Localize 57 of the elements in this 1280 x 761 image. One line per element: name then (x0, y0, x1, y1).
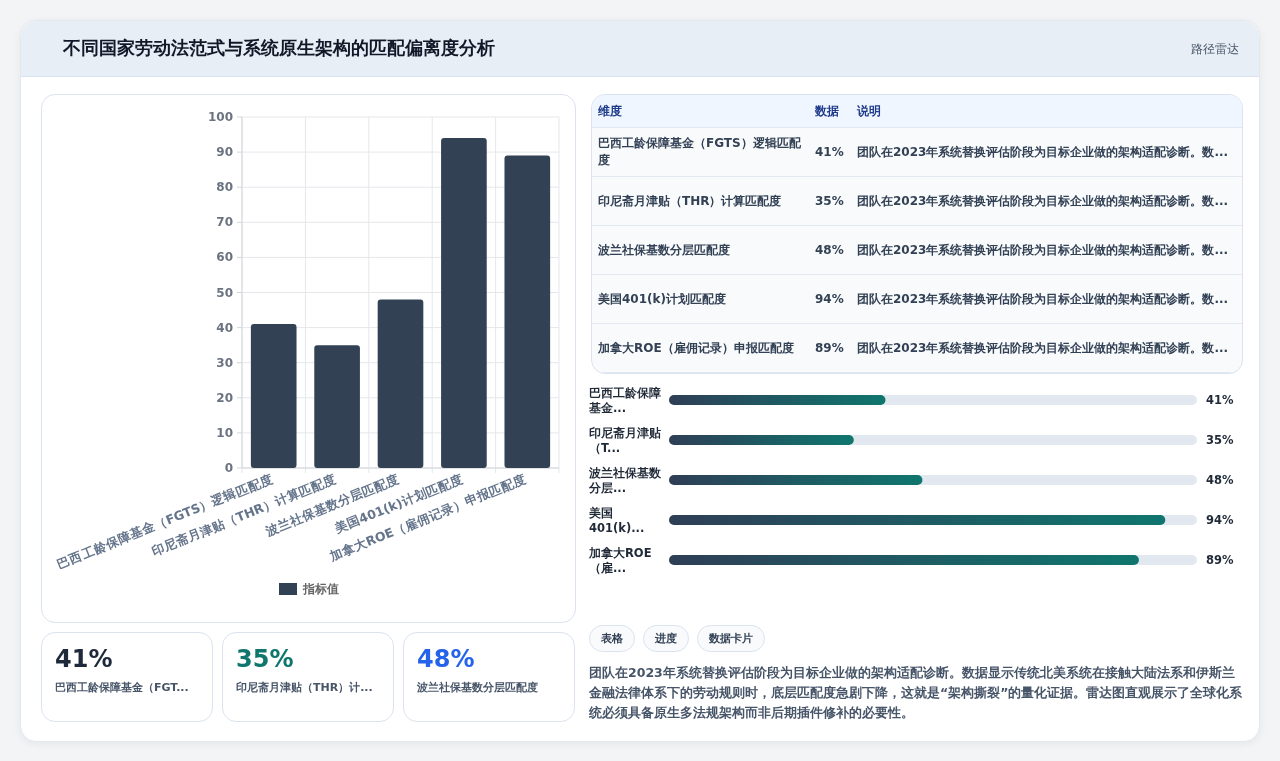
text: 团队在2023年系统替换评估阶段为目标企业做的架构适配诊断。数... (851, 176, 1242, 226)
y-tick-label: 20 (216, 390, 233, 405)
legend-label: 指标值 (302, 582, 339, 596)
text: 团队在2023年系统替换评估阶段为目标企业做的架构适配诊断。数据显示传统北美系统在接触大陆法系和伊斯兰金融法律体系下的劳动规则时，底层匹配度急剧下降，这就是“架构撕裂”的量化证据。雷达图直观展示了全球化系统必须具备原生多法规架构而非后期插件修补的必要性。 (589, 664, 1244, 722)
text: 数据 (809, 95, 851, 128)
text: 路径雷达 (1191, 41, 1239, 58)
category-label: 波兰社保基数分层匹配度 (417, 680, 539, 695)
category-label: 印尼斋月津贴（THR）计算匹配度 (592, 176, 809, 226)
y-tick-label: 波兰社保基数分层... (588, 466, 662, 495)
y-tick-label: 10 (216, 425, 233, 440)
category-label: 波兰社保基数分层匹配度 (592, 225, 809, 275)
y-tick-label: 70 (216, 215, 233, 230)
text: 48% (815, 243, 844, 257)
data-label: 48% (1206, 473, 1234, 487)
y-tick-label: 90 (216, 145, 233, 160)
bar (250, 324, 297, 468)
y-tick-label: 50 (216, 285, 233, 300)
text: 48% (417, 645, 475, 673)
text: 41% (815, 145, 844, 159)
text: 35% (236, 645, 294, 673)
y-tick-label: 30 (216, 355, 233, 370)
text: 41% (55, 645, 113, 673)
text: 89% (815, 341, 844, 355)
category-label: 美国401(k)计划匹配度 (592, 274, 809, 324)
y-tick-label: 印尼斋月津贴（T... (589, 426, 661, 455)
data-label: 35% (1206, 433, 1234, 447)
text: 35% (815, 194, 844, 208)
text: 不同国家劳动法范式与系统原生架构的匹配偏离度分析 (63, 36, 495, 60)
text: 团队在2023年系统替换评估阶段为目标企业做的架构适配诊断。数... (851, 127, 1242, 177)
y-tick-label: 40 (216, 320, 233, 335)
category-label: 巴西工龄保障基金（FGTS）逻辑匹配度 (592, 127, 809, 177)
text: 数据卡片 (697, 625, 765, 652)
bar (441, 138, 487, 468)
text: 团队在2023年系统替换评估阶段为目标企业做的架构适配诊断。数... (851, 274, 1242, 324)
data-label: 94% (1206, 513, 1234, 527)
text: 进度 (643, 625, 689, 652)
bar (504, 155, 551, 468)
text: 表格 (589, 625, 635, 652)
text: 94% (815, 292, 844, 306)
category-label: 加拿大ROE（雇佣记录）申报匹配度 (592, 323, 809, 373)
y-tick-label: 100 (207, 110, 233, 124)
y-tick-label: 美国401(k)... (588, 506, 645, 535)
y-tick-label: 加拿大ROE（雇... (588, 546, 652, 575)
y-tick-label: 0 (224, 461, 233, 475)
y-tick-label: 巴西工龄保障基金... (588, 386, 661, 415)
text: 说明 (851, 95, 1242, 128)
y-tick-label: 80 (216, 180, 233, 195)
text: 团队在2023年系统替换评估阶段为目标企业做的架构适配诊断。数... (851, 323, 1242, 373)
data-label: 41% (1206, 393, 1234, 407)
data-label: 89% (1206, 553, 1234, 567)
bar (314, 345, 360, 468)
category-label: 巴西工龄保障基金（FGT... (55, 680, 190, 695)
y-tick-label: 60 (216, 250, 233, 265)
text: 团队在2023年系统替换评估阶段为目标企业做的架构适配诊断。数... (851, 225, 1242, 275)
bar (377, 299, 424, 468)
category-label: 印尼斋月津贴（THR）计... (236, 680, 374, 695)
text: 维度 (592, 95, 809, 128)
